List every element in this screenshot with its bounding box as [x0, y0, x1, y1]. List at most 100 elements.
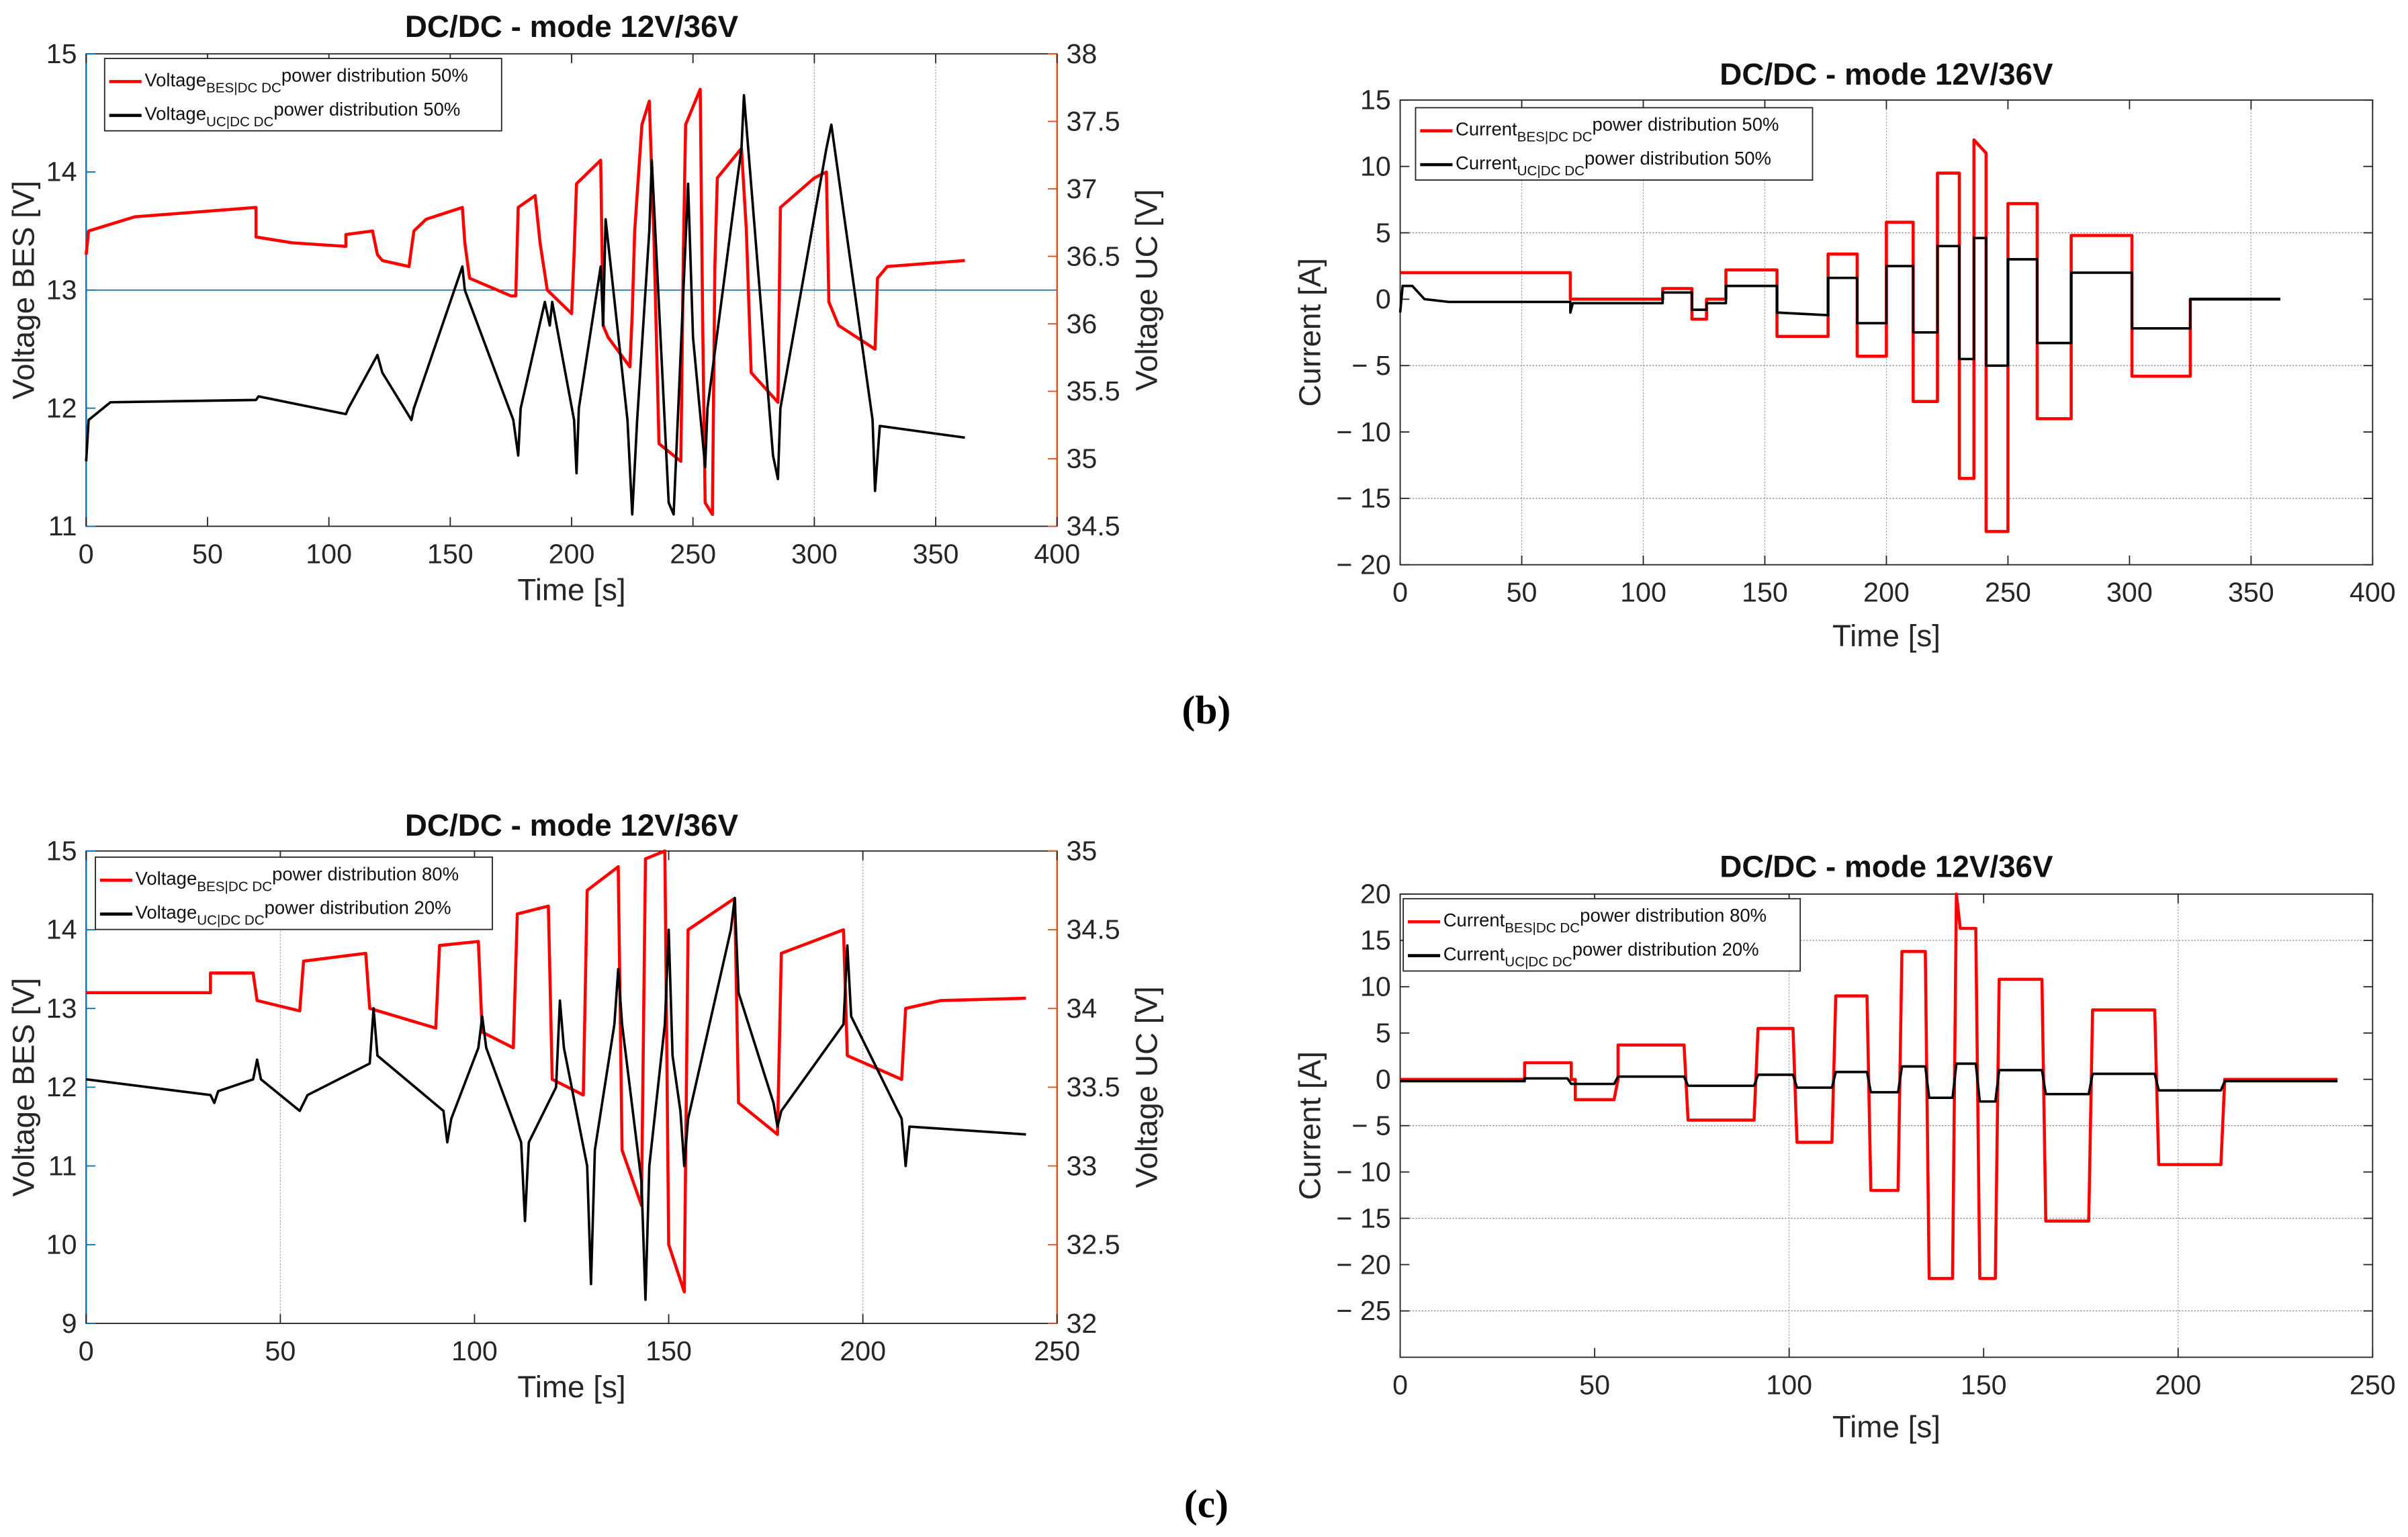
y-tick-label: 0 [1376, 1063, 1391, 1094]
chart-3: 0 50 100 150 200 250 9 10 11 12 13 14 15 32 32.5 33 33.5… [6, 808, 1163, 1404]
x-tick-label: 0 [79, 538, 94, 569]
y-tick-label: 11 [48, 1150, 77, 1181]
y-tick-label: − 5 [1351, 1110, 1390, 1141]
chart-title: DC/DC - mode 12V/36V [405, 9, 739, 44]
y-tick-label: 0 [1376, 283, 1391, 314]
chart-title: DC/DC - mode 12V/36V [1720, 57, 2053, 91]
legend: CurrentBES|DC DCpower distribution 80%Cu… [1402, 897, 1801, 972]
legend-subscript: BES|DC DC [1505, 920, 1580, 936]
legend-subscript: UC|DC DC [1505, 955, 1572, 970]
legend-superscript: power distribution 50% [273, 99, 460, 120]
x-tick-label: 150 [427, 538, 474, 569]
legend-superscript: power distribution 80% [272, 863, 459, 884]
legend-box [1415, 107, 1814, 181]
y2-axis-label: Voltage UC [V] [1130, 189, 1164, 391]
legend-name: Current [1443, 910, 1505, 930]
x-tick-label: 100 [451, 1335, 498, 1366]
legend-name: Current [1456, 119, 1517, 140]
x-tick-label: 250 [1034, 1335, 1080, 1366]
y-tick-label: 12 [46, 1071, 77, 1102]
y-tick-label: 14 [46, 914, 77, 945]
chart-4: 0 50 100 150 200 250 − 25 − 20 − 15 − 10 − 5 0 5 10 15… [1292, 850, 2395, 1444]
y2-tick-label: 38 [1066, 38, 1097, 69]
x-tick-label: 150 [645, 1335, 692, 1366]
x-tick-label: 100 [1620, 577, 1666, 608]
y2-tick-label: 37.5 [1066, 105, 1120, 136]
legend-subscript: UC|DC DC [197, 913, 264, 928]
x-tick-label: 50 [1579, 1369, 1610, 1400]
y-tick-label: 14 [46, 157, 77, 187]
chart-title: DC/DC - mode 12V/36V [1720, 850, 2053, 884]
legend-name: Current [1443, 943, 1505, 964]
x-tick-label: 250 [1985, 577, 2031, 608]
y-axis-label: Voltage BES [V] [6, 181, 40, 400]
legend: CurrentBES|DC DCpower distribution 50%Cu… [1415, 107, 1814, 181]
y2-tick-label: 33 [1066, 1150, 1097, 1181]
x-tick-label: 200 [549, 538, 595, 569]
chart-title: DC/DC - mode 12V/36V [405, 808, 739, 842]
legend-box [103, 58, 502, 132]
x-tick-label: 250 [670, 538, 716, 569]
legend: VoltageBES|DC DCpower distribution 80%Vo… [95, 857, 493, 930]
x-tick-label: 0 [79, 1335, 94, 1366]
legend-superscript: power distribution 50% [281, 64, 468, 85]
chart-1: 0 50 100 150 200 250 300 350 400 11 12 13 14 15 34.5 35… [6, 9, 1163, 607]
legend-superscript: power distribution 80% [1580, 905, 1767, 926]
legend-entry: VoltageUC|DC DCpower distribution 50% [144, 99, 460, 130]
y-tick-label: 13 [46, 275, 77, 306]
y2-tick-label: 34.5 [1066, 914, 1120, 945]
y-tick-label: 12 [46, 392, 77, 423]
x-tick-label: 150 [1961, 1369, 2007, 1400]
legend-subscript: BES|DC DC [197, 879, 272, 894]
x-tick-label: 350 [913, 538, 959, 569]
x-tick-label: 200 [840, 1335, 886, 1366]
x-tick-label: 300 [2106, 577, 2153, 608]
y2-tick-label: 35.5 [1066, 376, 1120, 406]
y-axis-label: Voltage BES [V] [6, 977, 40, 1196]
panel-label-b: (b) [1182, 688, 1231, 732]
y-tick-label: − 25 [1336, 1295, 1390, 1326]
y-tick-label: − 10 [1336, 1156, 1390, 1187]
y-tick-label: − 20 [1336, 549, 1390, 580]
legend-entry: CurrentUC|DC DCpower distribution 50% [1456, 148, 1771, 179]
x-tick-label: 0 [1392, 577, 1408, 608]
y-tick-label: 15 [46, 38, 77, 69]
legend-entry: VoltageBES|DC DCpower distribution 80% [136, 863, 459, 894]
series-line-bes [1400, 892, 2338, 1280]
y2-tick-label: 36 [1066, 308, 1097, 339]
y-tick-label: 5 [1376, 217, 1391, 248]
y-tick-label: 5 [1376, 1018, 1391, 1049]
x-tick-label: 100 [306, 538, 352, 569]
x-tick-label: 400 [2350, 577, 2396, 608]
legend-superscript: power distribution 20% [265, 897, 451, 918]
legend-subscript: UC|DC DC [1517, 163, 1585, 179]
legend-entry: CurrentBES|DC DCpower distribution 80% [1443, 905, 1767, 936]
x-axis-label: Time [s] [517, 572, 625, 607]
x-tick-label: 100 [1766, 1369, 1812, 1400]
legend-name: Voltage [144, 69, 206, 90]
legend-entry: CurrentBES|DC DCpower distribution 50% [1456, 114, 1779, 145]
x-tick-label: 350 [2228, 577, 2274, 608]
y-tick-label: − 20 [1336, 1249, 1390, 1280]
y-tick-label: − 10 [1336, 416, 1390, 447]
legend-subscript: BES|DC DC [206, 80, 281, 95]
y-tick-label: 13 [46, 993, 77, 1024]
series-line-bes [86, 849, 1026, 1294]
y-tick-label: 11 [48, 511, 77, 541]
x-axis-label: Time [s] [1832, 619, 1941, 653]
legend-box [1402, 897, 1801, 972]
panel-label-c: (c) [1184, 1482, 1229, 1526]
y2-tick-label: 36.5 [1066, 240, 1120, 271]
y-tick-label: 15 [1360, 85, 1391, 116]
x-tick-label: 200 [1863, 577, 1910, 608]
x-tick-label: 50 [192, 538, 223, 569]
series-line-bes [85, 87, 965, 517]
legend-name: Voltage [136, 902, 197, 923]
y2-tick-label: 32 [1066, 1308, 1097, 1339]
legend-entry: CurrentUC|DC DCpower distribution 20% [1443, 939, 1759, 970]
y2-tick-label: 35 [1066, 836, 1097, 867]
legend-superscript: power distribution 20% [1572, 939, 1759, 960]
y2-axis-label: Voltage UC [V] [1130, 986, 1164, 1188]
y2-tick-label: 32.5 [1066, 1229, 1120, 1260]
